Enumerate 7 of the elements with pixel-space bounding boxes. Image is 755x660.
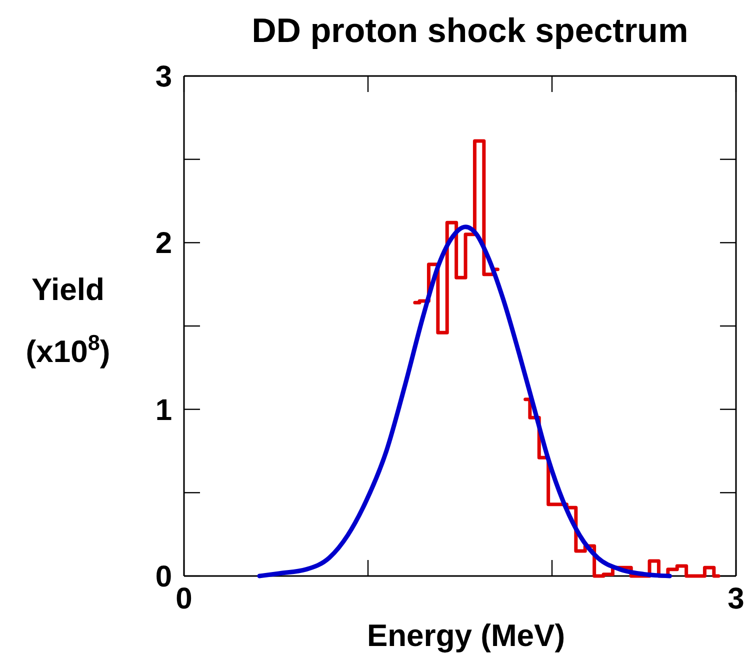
y-axis-title: Yield (x10$^{8}$) (26, 272, 110, 369)
y-tick-label: 3 (155, 60, 172, 94)
y-tick-label: 0 (155, 560, 172, 594)
y-tick-label: 2 (155, 227, 172, 260)
chart-title: DD proton shock spectrum (252, 12, 688, 50)
x-axis-title: Energy (MeV) (366, 618, 566, 653)
y-tick-label: 1 (155, 394, 172, 427)
